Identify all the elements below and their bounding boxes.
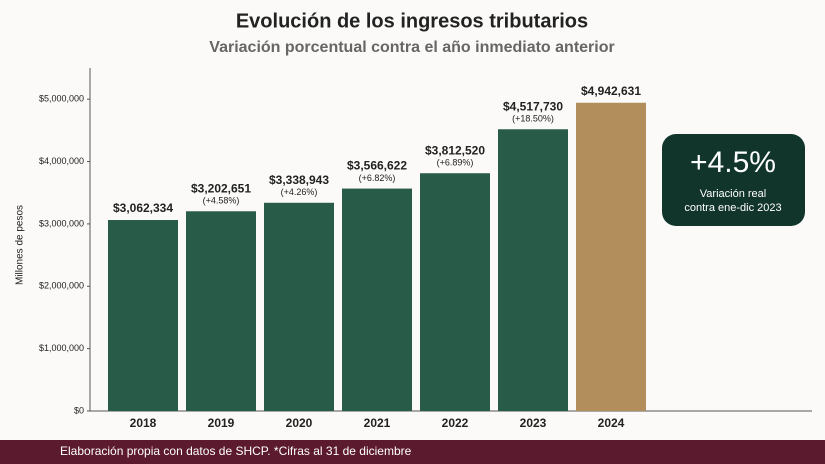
change-label: (+6.89%) — [437, 158, 474, 168]
value-label: $4,517,730 — [503, 99, 563, 113]
callout-box — [662, 134, 805, 226]
x-tick-label: 2019 — [208, 416, 235, 430]
bar — [342, 188, 412, 411]
x-tick-label: 2020 — [286, 416, 313, 430]
value-label: $3,062,334 — [113, 201, 173, 215]
x-tick-label: 2024 — [598, 416, 625, 430]
change-label: (+4.26%) — [281, 187, 318, 197]
chart-title: Evolución de los ingresos tributarios — [236, 10, 588, 32]
footnote: Elaboración propia con datos de SHCP. *C… — [60, 444, 412, 458]
value-label: $3,338,943 — [269, 173, 329, 187]
footer-bar — [0, 440, 825, 464]
bar — [498, 129, 568, 411]
callout-value: +4.5% — [690, 146, 776, 179]
bar — [264, 202, 334, 411]
y-tick-label: $2,000,000 — [39, 281, 84, 291]
y-tick-label: $5,000,000 — [39, 94, 84, 104]
callout-text: contra ene-dic 2023 — [684, 202, 781, 214]
x-tick-label: 2021 — [364, 416, 391, 430]
value-label: $3,812,520 — [425, 143, 485, 157]
y-tick-label: $4,000,000 — [39, 156, 84, 166]
bar — [186, 211, 256, 411]
callout-text: Variación real — [700, 188, 766, 200]
x-tick-label: 2023 — [520, 416, 547, 430]
change-label: (+6.82%) — [359, 173, 396, 183]
x-tick-label: 2018 — [130, 416, 157, 430]
y-axis-label: Millones de pesos — [15, 205, 26, 285]
x-tick-label: 2022 — [442, 416, 469, 430]
change-label: (+18.50%) — [512, 114, 554, 124]
bar — [108, 220, 178, 411]
change-label: (+4.58%) — [203, 196, 240, 206]
bar — [576, 102, 646, 412]
value-label: $4,942,631 — [581, 84, 641, 98]
y-tick-label: $3,000,000 — [39, 218, 84, 228]
value-label: $3,566,622 — [347, 159, 407, 173]
bar — [420, 173, 490, 411]
y-tick-label: $0 — [74, 405, 84, 415]
value-label: $3,202,651 — [191, 181, 251, 195]
y-tick-label: $1,000,000 — [39, 343, 84, 353]
chart-subtitle: Variación porcentual contra el año inmed… — [209, 39, 614, 56]
